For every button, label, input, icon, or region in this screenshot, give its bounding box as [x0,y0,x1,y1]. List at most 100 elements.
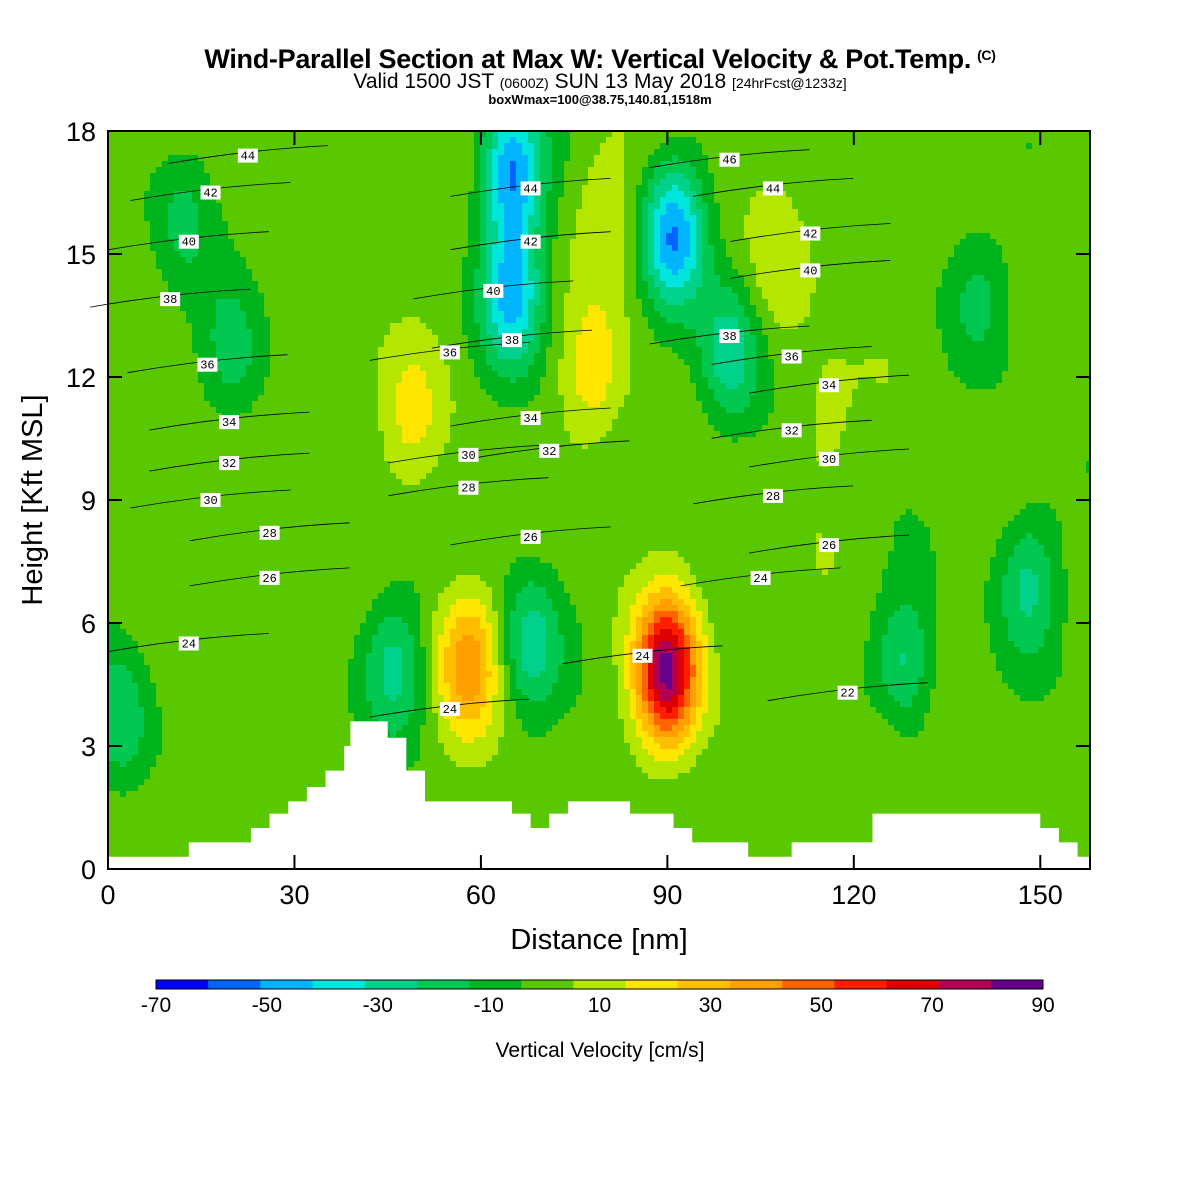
velocity-cell [264,179,271,186]
velocity-cell [198,263,205,270]
velocity-cell [240,599,247,606]
velocity-cell [150,215,157,222]
velocity-cell [312,629,319,636]
velocity-cell [162,557,169,564]
velocity-cell [198,347,205,354]
velocity-cell [318,617,325,624]
velocity-cell [138,455,145,462]
velocity-cell [276,677,283,684]
velocity-cell [186,539,193,546]
velocity-cell [204,737,211,744]
velocity-cell [114,509,121,516]
velocity-cell [204,401,211,408]
velocity-cell [312,173,319,180]
velocity-cell [138,161,145,168]
velocity-cell [246,473,253,480]
velocity-cell [216,479,223,486]
velocity-cell [132,593,139,600]
velocity-cell [264,353,271,360]
velocity-cell [282,653,289,660]
velocity-cell [246,707,253,714]
velocity-cell [318,287,325,294]
velocity-cell [234,743,241,750]
velocity-cell [330,719,337,726]
velocity-cell [210,149,217,156]
velocity-cell [282,707,289,714]
velocity-cell [252,611,259,618]
velocity-cell [204,551,211,558]
velocity-cell [294,179,301,186]
velocity-cell [240,821,247,828]
velocity-cell [282,581,289,588]
velocity-cell [252,215,259,222]
velocity-cell [246,629,253,636]
velocity-cell [306,389,313,396]
velocity-cell [246,665,253,672]
velocity-cell [180,203,187,210]
velocity-cell [318,467,325,474]
velocity-cell [174,749,181,756]
velocity-cell [324,551,331,558]
velocity-cell [264,281,271,288]
velocity-cell [336,707,343,714]
velocity-cell [252,599,259,606]
velocity-cell [156,401,163,408]
velocity-cell [210,449,217,456]
velocity-cell [228,377,235,384]
velocity-cell [336,191,343,198]
velocity-cell [204,509,211,516]
velocity-cell [306,677,313,684]
velocity-cell [108,803,115,810]
velocity-cell [138,695,145,702]
velocity-cell [324,593,331,600]
velocity-cell [138,257,145,264]
velocity-field [108,131,1091,870]
velocity-cell [120,179,127,186]
velocity-cell [282,161,289,168]
velocity-cell [252,629,259,636]
velocity-cell [156,329,163,336]
velocity-cell [222,503,229,510]
velocity-cell [336,527,343,534]
velocity-cell [318,443,325,450]
velocity-cell [144,275,151,282]
velocity-cell [246,755,253,762]
velocity-cell [306,557,313,564]
velocity-cell [138,305,145,312]
velocity-cell [246,287,253,294]
velocity-cell [180,479,187,486]
velocity-cell [282,347,289,354]
velocity-cell [324,611,331,618]
velocity-cell [336,761,343,768]
velocity-cell [318,647,325,654]
velocity-cell [330,275,337,282]
velocity-cell [210,137,217,144]
velocity-cell [306,179,313,186]
velocity-cell [312,197,319,204]
velocity-cell [342,173,349,180]
velocity-cell [348,491,355,498]
velocity-cell [288,713,295,720]
velocity-cell [186,197,193,204]
velocity-cell [174,407,181,414]
velocity-cell [126,251,133,258]
velocity-cell [282,167,289,174]
velocity-cell [300,395,307,402]
velocity-cell [252,173,259,180]
velocity-cell [126,581,133,588]
velocity-cell [144,629,151,636]
velocity-cell [300,695,307,702]
velocity-cell [342,239,349,246]
velocity-cell [204,773,211,780]
velocity-cell [282,395,289,402]
velocity-cell [258,557,265,564]
velocity-cell [210,461,217,468]
velocity-cell [180,569,187,576]
velocity-cell [270,377,277,384]
velocity-cell [186,479,193,486]
velocity-cell [120,227,127,234]
velocity-cell [204,665,211,672]
velocity-cell [258,773,265,780]
velocity-cell [252,395,259,402]
velocity-cell [264,749,271,756]
